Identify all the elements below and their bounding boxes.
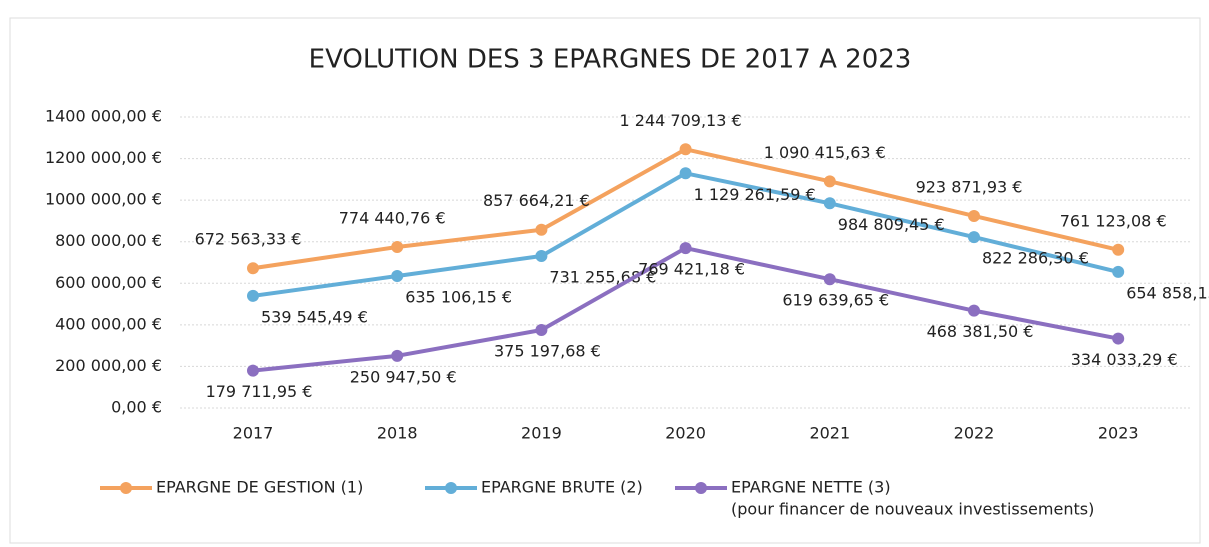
x-tick-label: 2021 [809, 424, 850, 443]
series-marker [247, 262, 259, 275]
data-label: 822 286,30 € [982, 249, 1089, 268]
data-label: 619 639,65 € [782, 291, 889, 310]
series-marker [679, 167, 692, 180]
y-tick-label: 200 000,00 € [55, 356, 162, 375]
data-label: 635 106,15 € [405, 287, 512, 306]
data-label: 179 711,95 € [206, 382, 313, 401]
series-marker [968, 209, 980, 222]
series-marker [968, 304, 980, 317]
data-label: 334 033,29 € [1071, 350, 1178, 369]
series-marker [391, 241, 404, 254]
data-label: 984 809,45 € [838, 215, 945, 234]
legend-label: EPARGNE NETTE (3) [731, 478, 891, 497]
data-label: 654 858,13 € [1126, 283, 1209, 302]
data-label: 769 421,18 € [638, 260, 745, 279]
data-label: 1 129 261,59 € [694, 185, 816, 204]
series-marker [535, 223, 548, 236]
series-marker [1112, 243, 1125, 256]
x-tick-label: 2018 [377, 424, 418, 443]
series-marker [968, 231, 980, 244]
data-label: 250 947,50 € [350, 367, 457, 386]
series-marker [823, 273, 836, 286]
legend-label: EPARGNE DE GESTION (1) [156, 478, 363, 497]
series-marker [535, 324, 548, 337]
data-label: 375 197,68 € [494, 342, 601, 361]
y-tick-label: 800 000,00 € [55, 231, 162, 250]
series-marker [823, 197, 836, 210]
series-marker [247, 364, 259, 377]
series-marker [1112, 265, 1125, 278]
data-label: 857 664,21 € [483, 191, 590, 210]
data-label: 539 545,49 € [261, 307, 368, 326]
y-tick-label: 1200 000,00 € [45, 148, 162, 167]
series-marker [391, 349, 404, 362]
x-tick-label: 2023 [1098, 424, 1139, 443]
data-label: 468 381,50 € [927, 322, 1034, 341]
data-label: 774 440,76 € [339, 209, 446, 228]
data-label: 923 871,93 € [916, 177, 1023, 196]
series-marker [535, 250, 548, 263]
x-tick-label: 2020 [665, 424, 706, 443]
data-label: 1 090 415,63 € [764, 143, 886, 162]
data-label: 761 123,08 € [1060, 211, 1167, 230]
chart-frame [9, 17, 1201, 544]
y-tick-label: 1400 000,00 € [45, 107, 162, 126]
legend-note: (pour financer de nouveaux investissemen… [731, 500, 1094, 519]
series-marker [823, 175, 836, 188]
series-marker [679, 242, 692, 255]
legend-label: EPARGNE BRUTE (2) [481, 478, 643, 497]
legend-marker [120, 482, 132, 494]
y-tick-label: 600 000,00 € [55, 273, 162, 292]
series-marker [391, 269, 404, 282]
x-tick-label: 2022 [954, 424, 995, 443]
data-label: 1 244 709,13 € [620, 111, 742, 130]
data-label: 672 563,33 € [195, 230, 302, 249]
series-marker [1112, 332, 1125, 345]
x-tick-label: 2019 [521, 424, 562, 443]
legend-marker [445, 482, 457, 494]
x-tick-label: 2017 [233, 424, 274, 443]
chart-title: EVOLUTION DES 3 EPARGNES DE 2017 A 2023 [309, 45, 912, 75]
y-tick-label: 400 000,00 € [55, 314, 162, 333]
legend-marker [695, 482, 707, 494]
series-marker [247, 289, 259, 302]
y-tick-label: 1000 000,00 € [45, 190, 162, 209]
y-tick-label: 0,00 € [111, 398, 162, 417]
series-marker [679, 143, 692, 156]
